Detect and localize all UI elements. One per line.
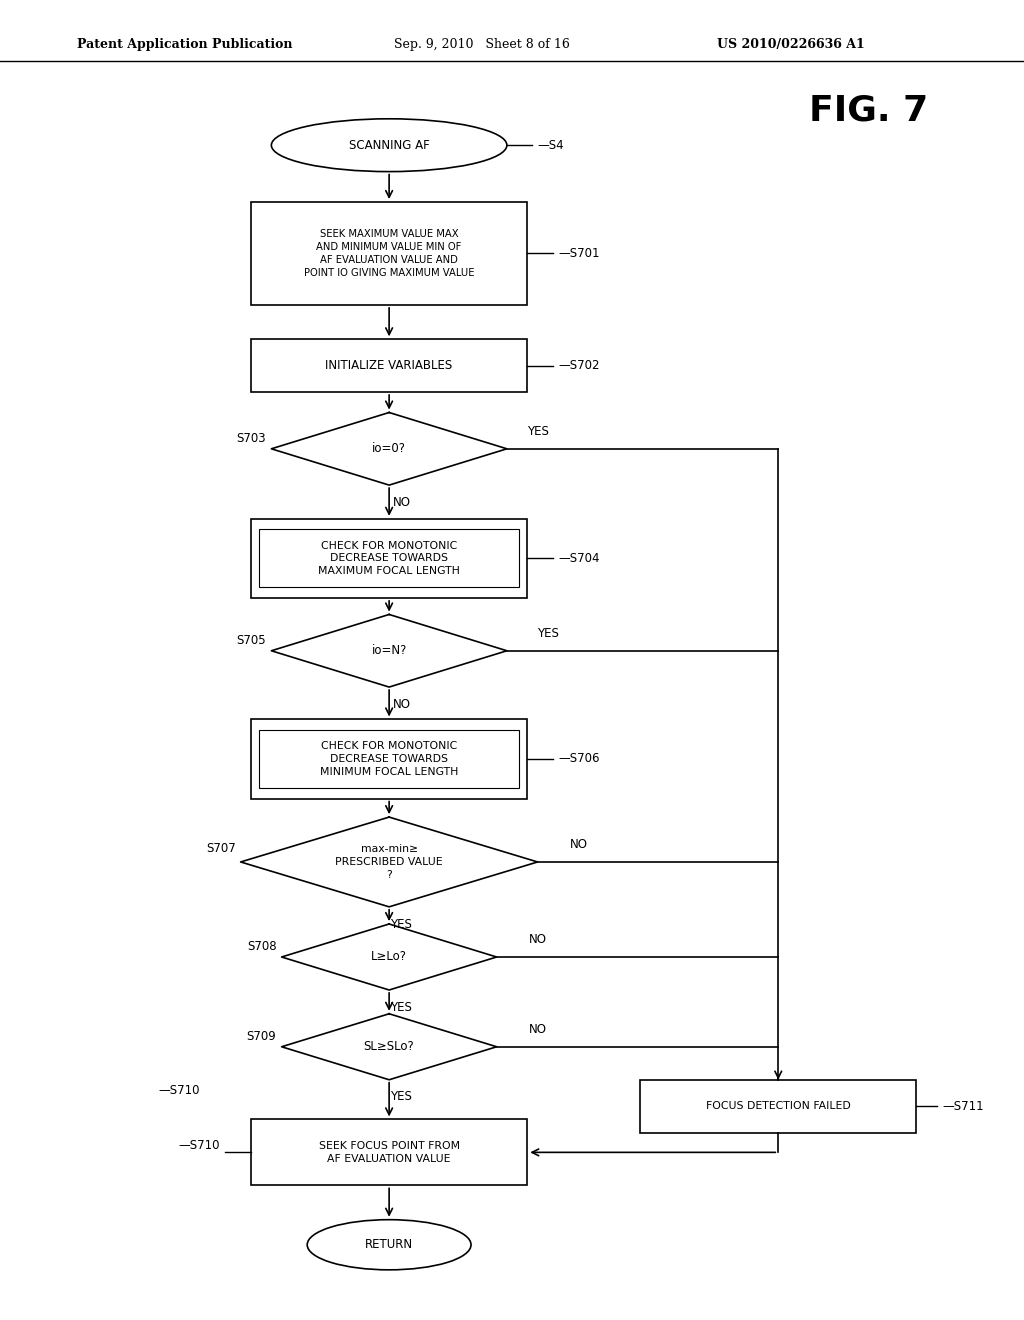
Text: YES: YES [390,917,413,931]
Text: YES: YES [390,1090,413,1104]
Text: —S704: —S704 [558,552,600,565]
Text: —S706: —S706 [558,752,600,766]
Text: SEEK FOCUS POINT FROM
AF EVALUATION VALUE: SEEK FOCUS POINT FROM AF EVALUATION VALU… [318,1140,460,1164]
Text: —S710: —S710 [178,1139,220,1152]
Text: —S710: —S710 [158,1084,200,1097]
Text: SL≥SLo?: SL≥SLo? [364,1040,415,1053]
Text: S705: S705 [237,634,266,647]
Text: S703: S703 [237,432,266,445]
Text: S707: S707 [206,842,236,855]
Text: YES: YES [526,425,549,438]
Text: CHECK FOR MONOTONIC
DECREASE TOWARDS
MINIMUM FOCAL LENGTH: CHECK FOR MONOTONIC DECREASE TOWARDS MIN… [319,742,459,776]
Text: INITIALIZE VARIABLES: INITIALIZE VARIABLES [326,359,453,372]
Text: YES: YES [390,1001,413,1014]
Text: io=0?: io=0? [372,442,407,455]
Text: SCANNING AF: SCANNING AF [349,139,429,152]
Text: YES: YES [537,627,559,640]
Text: —S702: —S702 [558,359,600,372]
Text: io=N?: io=N? [372,644,407,657]
Text: CHECK FOR MONOTONIC
DECREASE TOWARDS
MAXIMUM FOCAL LENGTH: CHECK FOR MONOTONIC DECREASE TOWARDS MAX… [318,541,460,576]
Text: NO: NO [392,698,411,710]
Text: FIG. 7: FIG. 7 [809,94,928,128]
Text: Sep. 9, 2010   Sheet 8 of 16: Sep. 9, 2010 Sheet 8 of 16 [394,38,570,51]
Text: FOCUS DETECTION FAILED: FOCUS DETECTION FAILED [706,1101,851,1111]
Text: NO: NO [528,1023,547,1036]
Text: —S711: —S711 [942,1100,984,1113]
Text: US 2010/0226636 A1: US 2010/0226636 A1 [717,38,864,51]
Text: —S701: —S701 [558,247,600,260]
Text: —S4: —S4 [538,139,564,152]
Text: SEEK MAXIMUM VALUE MAX
AND MINIMUM VALUE MIN OF
AF EVALUATION VALUE AND
POINT IO: SEEK MAXIMUM VALUE MAX AND MINIMUM VALUE… [304,230,474,277]
Text: Patent Application Publication: Patent Application Publication [77,38,292,51]
Text: NO: NO [392,496,411,508]
Text: max-min≥
PRESCRIBED VALUE
?: max-min≥ PRESCRIBED VALUE ? [335,845,443,879]
Text: RETURN: RETURN [366,1238,413,1251]
Text: S708: S708 [247,940,276,953]
Text: NO: NO [569,838,588,851]
Text: L≥Lo?: L≥Lo? [371,950,408,964]
Text: NO: NO [528,933,547,946]
Text: S709: S709 [247,1030,276,1043]
